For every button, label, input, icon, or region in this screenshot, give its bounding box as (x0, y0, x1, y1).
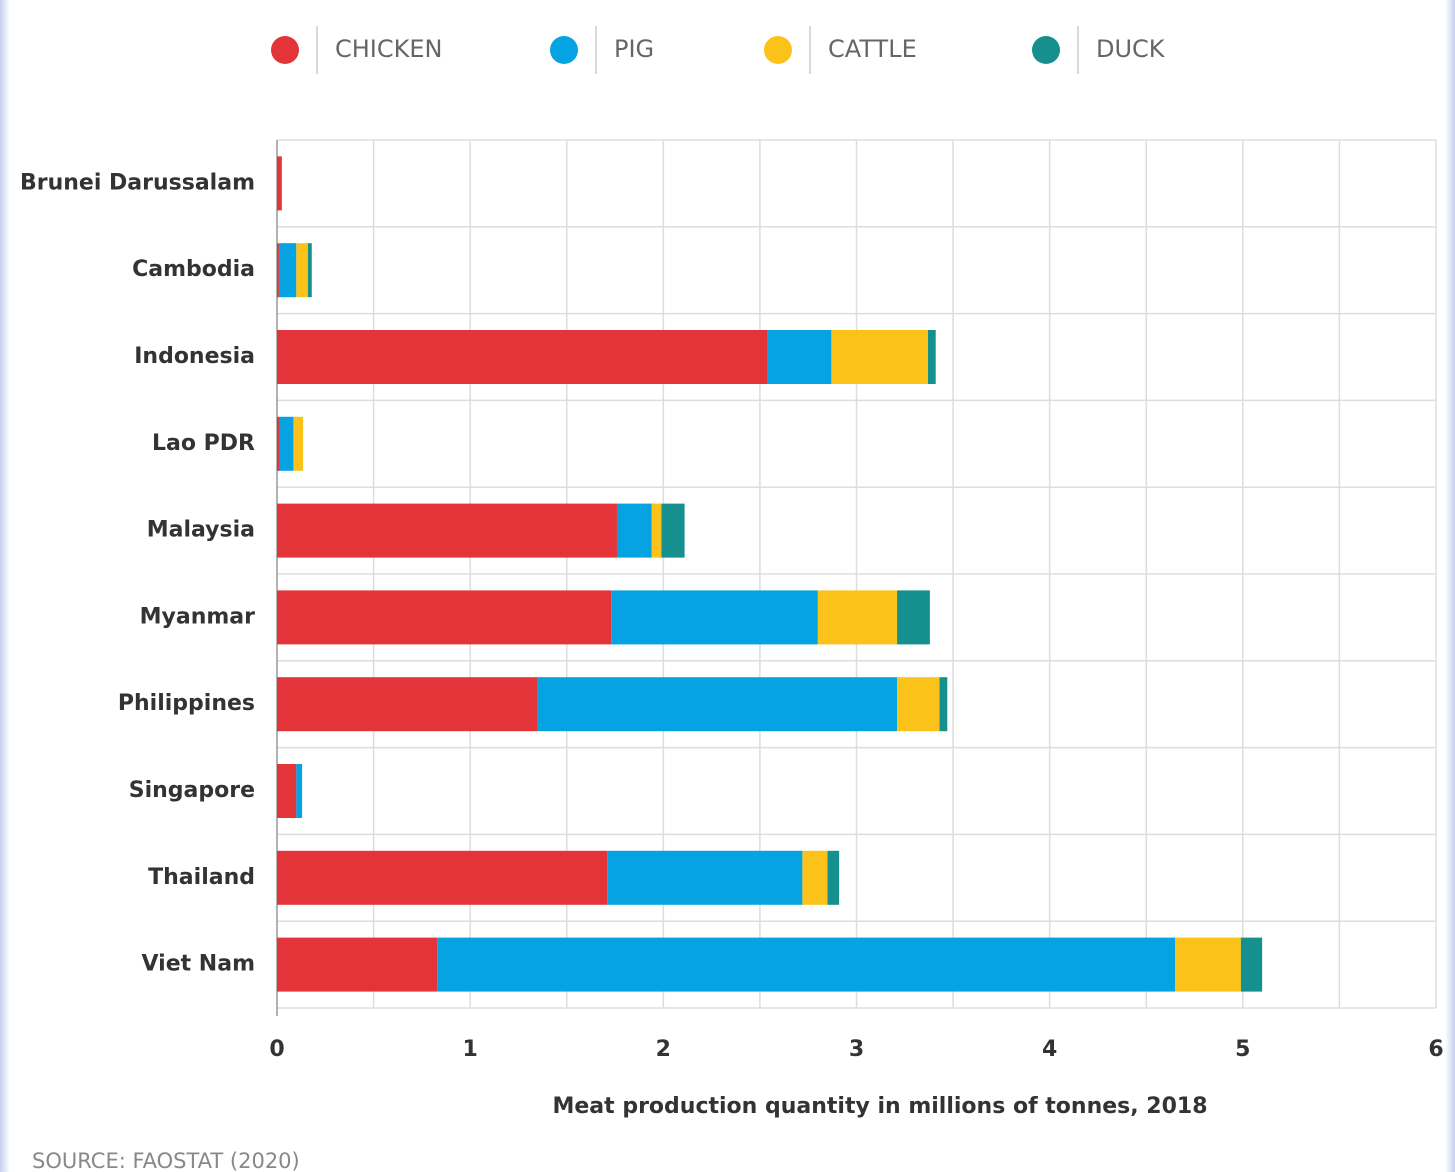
bar-segment (537, 677, 898, 732)
y-tick-label: Viet Nam (142, 952, 255, 977)
x-tick-label: 6 (1428, 1037, 1443, 1062)
bar-segment (277, 937, 438, 992)
bar-segment (897, 677, 940, 732)
x-axis-label: Meat production quantity in millions of … (552, 1094, 1207, 1119)
bar-segment (296, 243, 308, 298)
legend-label: CHICKEN (335, 35, 443, 63)
x-tick-label: 0 (269, 1037, 284, 1062)
bar-segment (651, 503, 662, 558)
bar-segment (277, 590, 612, 645)
x-tick-label: 4 (1042, 1037, 1057, 1062)
y-tick-label: Brunei Darussalam (20, 170, 255, 195)
bar-segment (277, 503, 617, 558)
bar-segment (277, 156, 282, 211)
bar-segment (616, 503, 652, 558)
legend-marker (764, 36, 792, 64)
y-tick-label: Myanmar (140, 604, 256, 629)
bar-segment (277, 677, 538, 732)
bar-segment (607, 850, 803, 905)
legend-marker (550, 36, 578, 64)
bar-segment (277, 764, 297, 818)
bar-segment (927, 330, 936, 384)
bar-segment (611, 590, 818, 645)
bar-segment (1175, 937, 1241, 992)
bar-segment (293, 416, 304, 471)
legend-marker (1032, 36, 1060, 64)
y-tick-label: Indonesia (134, 344, 255, 369)
y-tick-label: Cambodia (132, 257, 255, 282)
bar-segment (277, 850, 608, 905)
legend-label: PIG (614, 35, 654, 63)
bar-segment (279, 416, 294, 471)
x-tick-label: 2 (656, 1037, 671, 1062)
bar-segment (661, 503, 685, 558)
bar-segment (277, 243, 279, 298)
y-tick-label: Malaysia (147, 518, 255, 543)
bar-segment (767, 330, 832, 384)
bar-segment (1240, 937, 1263, 992)
legend-label: CATTLE (828, 35, 917, 63)
x-tick-label: 1 (463, 1037, 478, 1062)
bar-segment (296, 764, 303, 818)
bar-segment (277, 416, 280, 471)
x-tick-label: 3 (849, 1037, 864, 1062)
bar-segment (817, 590, 898, 645)
bar-segment (277, 330, 768, 384)
bar-segment (827, 850, 840, 905)
bar-segment (307, 243, 312, 298)
y-tick-label: Philippines (118, 691, 255, 716)
source: SOURCE: FAOSTAT (2020) (32, 1149, 300, 1172)
legend-marker (271, 36, 299, 64)
x-tick-label: 5 (1235, 1037, 1250, 1062)
y-tick-label: Lao PDR (152, 431, 255, 456)
y-tick-label: Singapore (129, 778, 255, 803)
bar-segment (939, 677, 948, 732)
legend-label: DUCK (1096, 35, 1166, 63)
bar-segment (437, 937, 1176, 992)
y-tick-label: Thailand (148, 865, 255, 890)
bar-segment (278, 243, 297, 298)
bar-segment (897, 590, 930, 645)
bar-segment (802, 850, 828, 905)
bar-segment (831, 330, 928, 384)
